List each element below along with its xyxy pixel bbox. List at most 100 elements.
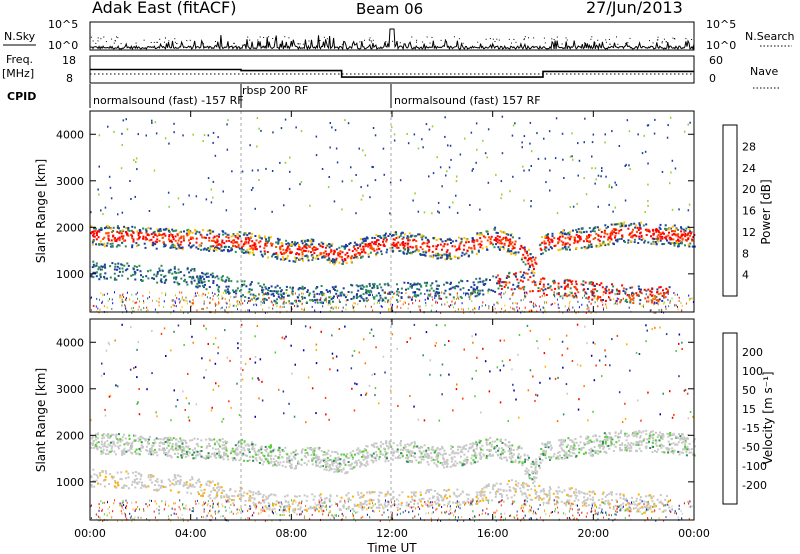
data-point bbox=[122, 236, 124, 239]
data-point bbox=[246, 234, 249, 237]
data-point bbox=[125, 299, 127, 302]
data-point bbox=[591, 141, 594, 144]
data-point bbox=[457, 452, 460, 455]
data-point bbox=[338, 299, 340, 302]
data-point bbox=[583, 246, 586, 249]
data-point bbox=[343, 294, 346, 297]
data-point bbox=[439, 462, 442, 464]
data-point bbox=[582, 296, 584, 299]
data-point bbox=[292, 293, 294, 296]
data-point bbox=[303, 245, 306, 248]
data-point bbox=[656, 238, 659, 241]
data-point bbox=[480, 244, 483, 247]
data-point bbox=[342, 306, 344, 309]
data-point bbox=[196, 291, 198, 294]
data-point bbox=[165, 452, 167, 454]
data-point bbox=[212, 295, 214, 297]
data-point bbox=[95, 243, 98, 246]
data-point bbox=[276, 254, 279, 257]
data-point bbox=[391, 448, 394, 450]
data-point bbox=[508, 281, 511, 284]
data-point bbox=[589, 234, 592, 237]
data-point bbox=[608, 184, 611, 187]
data-point bbox=[638, 222, 641, 225]
data-point bbox=[643, 305, 644, 308]
data-point bbox=[350, 291, 353, 294]
data-point bbox=[185, 296, 187, 299]
data-point bbox=[267, 256, 270, 259]
data-point bbox=[383, 236, 386, 239]
data-point bbox=[656, 235, 659, 238]
data-point bbox=[605, 227, 608, 230]
nsky-label: N.Sky bbox=[4, 30, 36, 43]
data-point bbox=[120, 232, 123, 235]
data-point bbox=[395, 243, 398, 246]
data-point bbox=[240, 285, 243, 288]
power-data bbox=[90, 115, 696, 314]
data-point bbox=[567, 437, 570, 440]
colorbar-tick-label: 20 bbox=[742, 183, 756, 196]
data-point bbox=[604, 438, 607, 441]
data-point bbox=[244, 251, 247, 254]
data-point bbox=[179, 236, 182, 239]
data-point bbox=[574, 309, 575, 312]
data-point bbox=[528, 477, 531, 480]
data-point bbox=[217, 290, 220, 293]
data-point bbox=[565, 233, 568, 236]
data-point bbox=[187, 233, 190, 236]
data-point bbox=[690, 232, 692, 235]
data-point bbox=[558, 237, 561, 240]
data-point bbox=[214, 302, 216, 305]
data-point bbox=[227, 233, 230, 236]
data-point bbox=[249, 248, 251, 250]
data-point bbox=[158, 297, 160, 300]
data-point bbox=[241, 170, 244, 173]
data-point bbox=[301, 303, 302, 306]
data-point bbox=[321, 291, 323, 294]
data-point bbox=[227, 311, 229, 314]
data-point bbox=[474, 307, 475, 310]
data-point bbox=[357, 247, 360, 250]
data-point bbox=[201, 307, 202, 310]
data-point bbox=[384, 450, 387, 453]
data-point bbox=[467, 289, 470, 291]
data-point bbox=[329, 458, 332, 461]
data-point bbox=[536, 132, 538, 135]
nsearch-point bbox=[92, 40, 94, 42]
data-point bbox=[137, 133, 139, 136]
data-point bbox=[629, 223, 632, 226]
data-point bbox=[102, 213, 104, 216]
data-point bbox=[458, 244, 461, 247]
data-point bbox=[231, 170, 233, 173]
data-point bbox=[401, 231, 404, 234]
data-point bbox=[236, 447, 239, 450]
data-point bbox=[236, 448, 239, 451]
nsearch-point bbox=[233, 42, 235, 44]
data-point bbox=[208, 286, 211, 288]
data-point bbox=[611, 130, 613, 133]
data-point bbox=[272, 294, 275, 297]
data-point bbox=[224, 309, 226, 312]
data-point bbox=[142, 445, 145, 448]
data-point bbox=[571, 132, 573, 135]
data-point bbox=[266, 448, 269, 451]
data-point bbox=[432, 458, 435, 461]
data-point bbox=[657, 233, 660, 236]
data-point bbox=[106, 306, 108, 309]
data-point bbox=[200, 242, 203, 245]
data-point bbox=[173, 267, 176, 270]
data-point bbox=[191, 236, 194, 239]
data-point bbox=[218, 454, 221, 457]
data-point bbox=[557, 242, 559, 245]
data-point bbox=[533, 480, 536, 483]
data-point bbox=[352, 297, 355, 300]
data-point bbox=[112, 226, 115, 229]
data-point bbox=[482, 235, 485, 238]
data-point bbox=[195, 294, 197, 297]
data-point bbox=[620, 237, 623, 240]
data-point bbox=[123, 296, 125, 298]
data-point bbox=[406, 243, 409, 246]
data-point bbox=[278, 293, 280, 296]
data-point bbox=[391, 454, 394, 457]
data-point bbox=[549, 246, 552, 249]
